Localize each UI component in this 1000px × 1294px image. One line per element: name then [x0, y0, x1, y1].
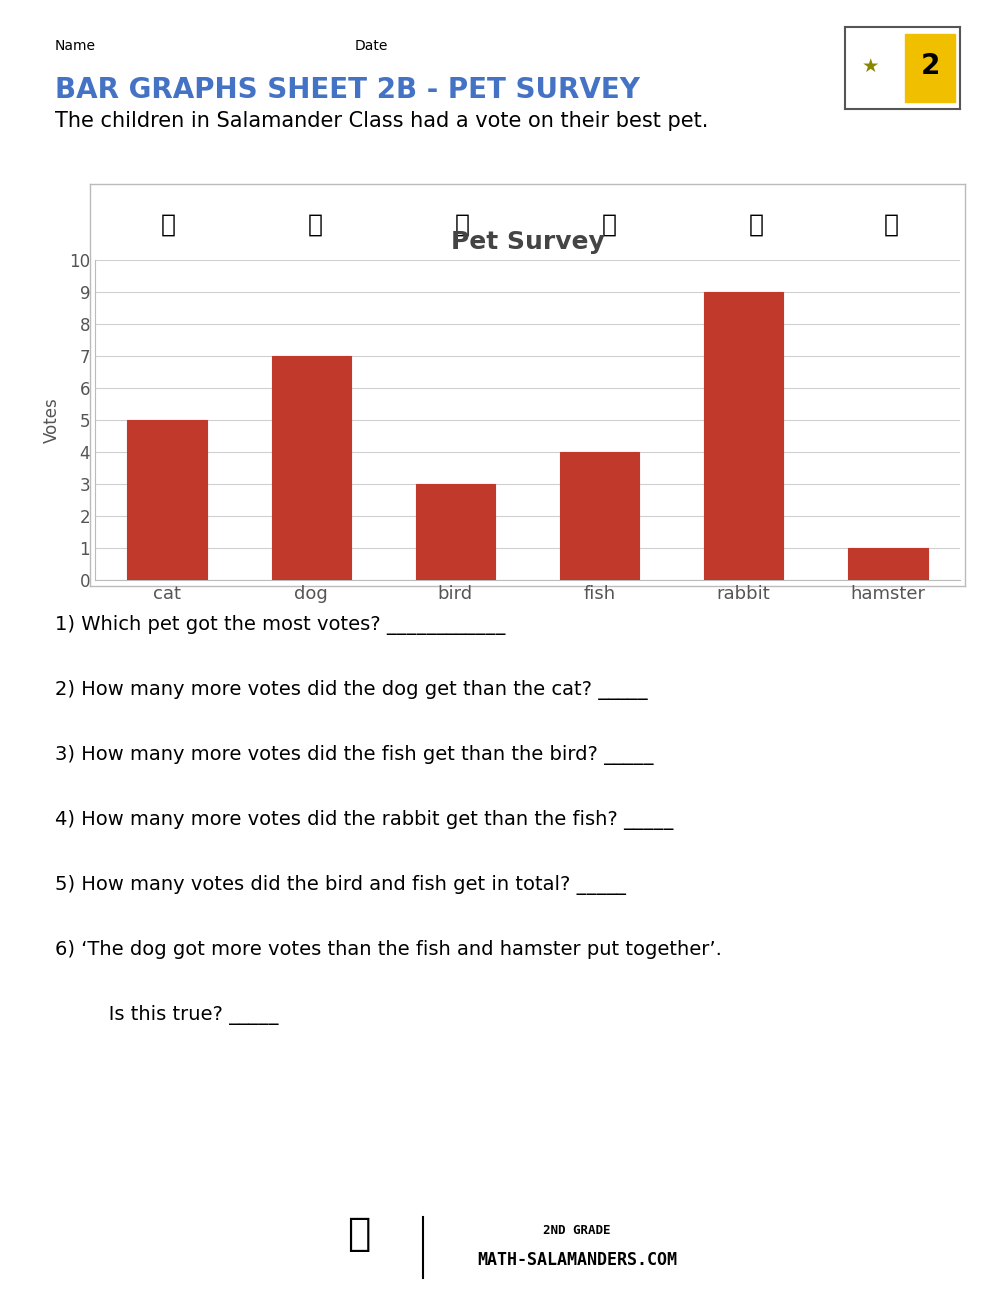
Text: 1) Which pet got the most votes? ____________: 1) Which pet got the most votes? _______…	[55, 615, 505, 635]
Text: 🦜: 🦜	[455, 214, 470, 237]
Bar	[127, 421, 207, 580]
Text: 3) How many more votes did the fish get than the bird? _____: 3) How many more votes did the fish get …	[55, 745, 654, 765]
Text: The children in Salamander Class had a vote on their best pet.: The children in Salamander Class had a v…	[55, 111, 708, 131]
Text: 🐠: 🐠	[602, 214, 617, 237]
Text: 🐕: 🐕	[308, 214, 323, 237]
Bar	[848, 547, 928, 580]
Bar	[272, 356, 351, 580]
Text: 4) How many more votes did the rabbit get than the fish? _____: 4) How many more votes did the rabbit ge…	[55, 810, 673, 829]
Text: 2: 2	[920, 52, 940, 80]
Text: 2ND GRADE: 2ND GRADE	[543, 1224, 611, 1237]
Text: Date: Date	[355, 39, 388, 53]
Bar	[704, 292, 783, 580]
Text: 5) How many votes did the bird and fish get in total? _____: 5) How many votes did the bird and fish …	[55, 875, 626, 895]
Bar	[416, 484, 495, 580]
Text: 🐹: 🐹	[883, 214, 898, 237]
Text: 6) ‘The dog got more votes than the fish and hamster put together’.: 6) ‘The dog got more votes than the fish…	[55, 939, 722, 959]
Text: MATH-SALAMANDERS.COM: MATH-SALAMANDERS.COM	[477, 1251, 677, 1269]
Text: BAR GRAPHS SHEET 2B - PET SURVEY: BAR GRAPHS SHEET 2B - PET SURVEY	[55, 76, 640, 104]
Text: Is this true? _____: Is this true? _____	[90, 1005, 278, 1025]
Bar	[560, 452, 639, 580]
Text: 🐇: 🐇	[749, 214, 764, 237]
Y-axis label: Votes: Votes	[43, 397, 61, 443]
Bar	[905, 34, 955, 102]
Text: Name: Name	[55, 39, 96, 53]
Text: 🐆: 🐆	[348, 1215, 371, 1253]
Text: ★: ★	[862, 57, 879, 76]
Text: 2) How many more votes did the dog get than the cat? _____: 2) How many more votes did the dog get t…	[55, 681, 648, 700]
Title: Pet Survey: Pet Survey	[451, 230, 604, 254]
Text: 🐈: 🐈	[161, 214, 176, 237]
